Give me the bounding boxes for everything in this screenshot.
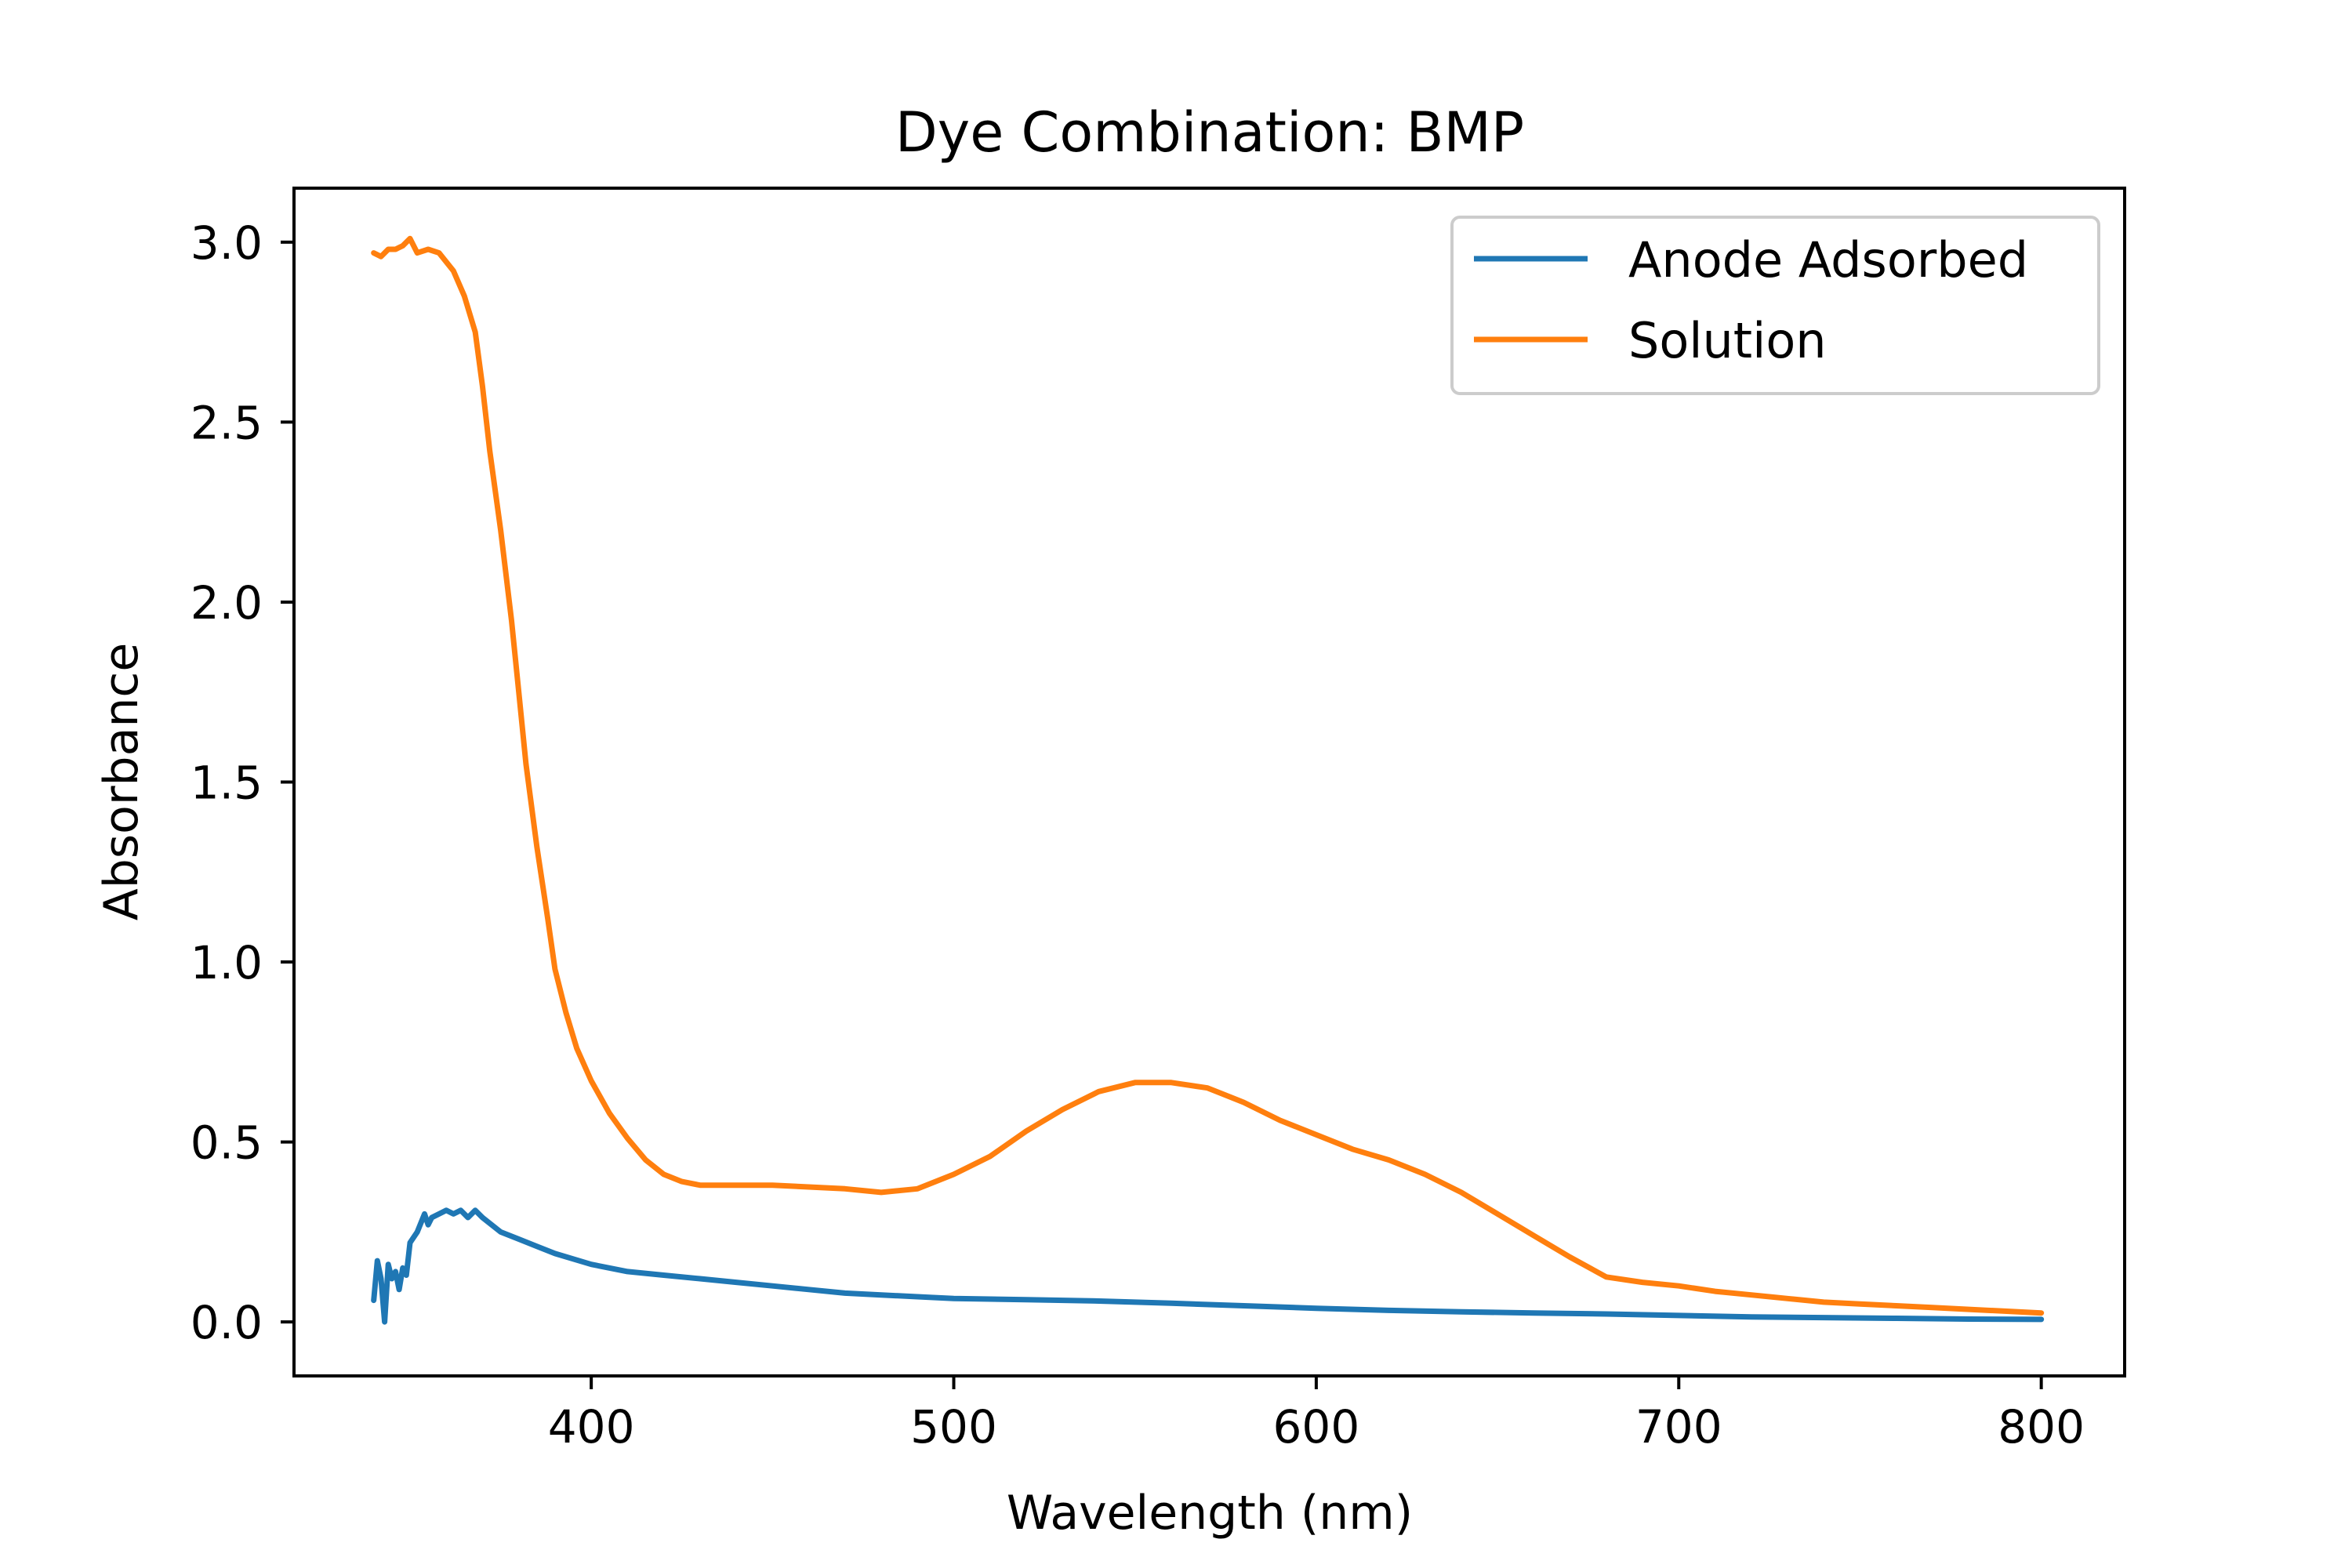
legend: Anode Adsorbed Solution	[1450, 216, 2100, 395]
x-axis-ticks: 400 500 600 700 800	[548, 1376, 2085, 1454]
series-line-solution	[371, 235, 2045, 1316]
legend-box	[1450, 216, 2100, 395]
y-tick-label: 1.5	[191, 757, 263, 810]
x-tick-label: 800	[1998, 1400, 2085, 1454]
chart-title: Dye Combination: BMP	[895, 100, 1524, 165]
x-tick-label: 500	[910, 1400, 997, 1454]
y-tick-label: 0.0	[191, 1296, 263, 1349]
x-tick-label: 600	[1273, 1400, 1360, 1454]
y-tick-label: 2.0	[191, 576, 263, 630]
y-axis-label: Absorbance	[94, 643, 149, 921]
series-layer	[371, 235, 2045, 1325]
legend-label-anode-adsorbed: Anode Adsorbed	[1628, 231, 2028, 289]
x-axis-label: Wavelength (nm)	[1007, 1486, 1413, 1541]
y-tick-label: 1.0	[191, 936, 263, 989]
legend-label-solution: Solution	[1628, 312, 1827, 369]
y-tick-label: 2.5	[191, 396, 263, 449]
series-line-anode-adsorbed	[371, 1207, 2045, 1325]
y-axis-ticks: 0.0 0.5 1.0 1.5 2.0 2.5 3.0	[191, 216, 294, 1349]
x-tick-label: 400	[548, 1400, 635, 1454]
y-tick-label: 3.0	[191, 216, 263, 270]
x-tick-label: 700	[1635, 1400, 1722, 1454]
y-tick-label: 0.5	[191, 1116, 263, 1170]
